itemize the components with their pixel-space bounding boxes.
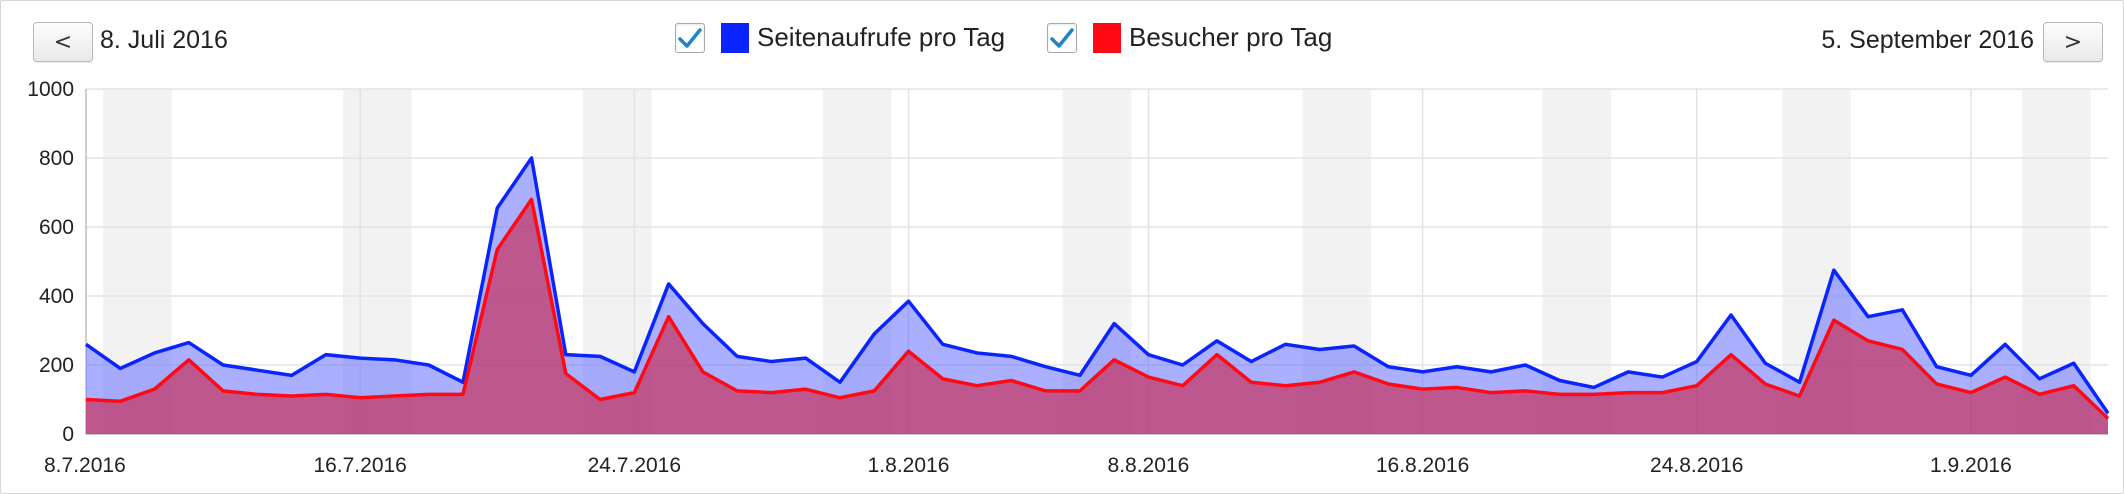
previous-period-button[interactable]: < [33,22,93,62]
y-tick-label: 400 [39,285,74,308]
pageviews-color-swatch [721,22,749,53]
y-tick-label: 1000 [27,78,74,101]
checkmark-icon [1050,27,1074,48]
legend-label-visitors: Besucher pro Tag [1129,22,1333,52]
next-period-button[interactable]: > [2043,22,2103,62]
chevron-left-icon: < [53,29,73,55]
x-tick-label: 16.7.2016 [313,454,406,477]
checkmark-icon [678,27,702,48]
x-tick-label: 1.9.2016 [1930,454,2012,477]
x-tick-label: 24.8.2016 [1650,454,1743,477]
y-tick-label: 200 [39,354,74,377]
x-tick-label: 8.8.2016 [1108,454,1190,477]
y-tick-label: 600 [39,216,74,239]
series-area-1 [86,199,2108,434]
series-area-0 [86,158,2108,434]
series-line-1 [85,197,2110,420]
series-line-0 [84,156,2110,415]
visitors-checkbox[interactable] [1047,22,1077,53]
x-tick-label: 24.7.2016 [588,454,681,477]
legend-item-visitors[interactable]: Besucher pro Tag [1047,22,1332,53]
x-tick-label: 1.8.2016 [868,454,950,477]
legend-item-pageviews[interactable]: Seitenaufrufe pro Tag [675,22,1005,53]
end-date-label: 5. September 2016 [1821,26,2034,54]
pageviews-checkbox[interactable] [675,22,705,53]
start-date-label: 8. Juli 2016 [100,26,228,54]
y-tick-label: 0 [62,423,74,446]
x-tick-label: 8.7.2016 [44,454,126,477]
y-tick-label: 800 [39,147,74,170]
visitors-color-swatch [1093,22,1121,53]
chevron-right-icon: > [2063,29,2083,55]
x-tick-label: 16.8.2016 [1376,454,1469,477]
legend-label-pageviews: Seitenaufrufe pro Tag [757,22,1006,52]
